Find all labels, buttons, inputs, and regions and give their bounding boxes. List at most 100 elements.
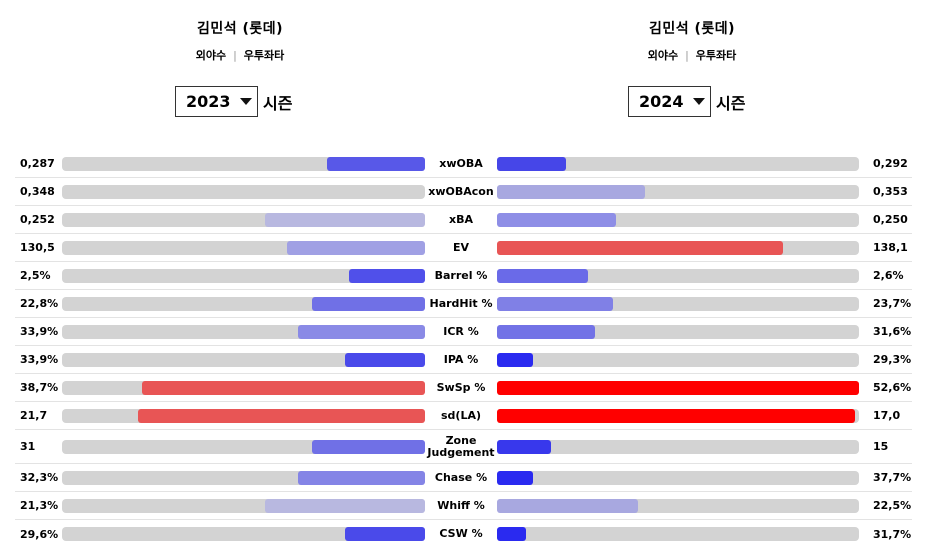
stat-row: 31 Zone Judgement 15 bbox=[15, 430, 912, 464]
stat-row: 0,287 xwOBA 0,292 bbox=[15, 150, 912, 178]
right-stat-bar-fill bbox=[497, 408, 856, 423]
left-stat-value: 130,5 bbox=[20, 241, 55, 254]
left-stat-bar-track bbox=[62, 527, 425, 541]
left-stat-bar-fill bbox=[327, 156, 425, 171]
stat-row: 33,9% IPA % 29,3% bbox=[15, 346, 912, 374]
right-stat-value: 22,5% bbox=[873, 499, 912, 512]
stat-label: Zone Judgement bbox=[427, 433, 495, 459]
left-stat-bar-fill bbox=[297, 324, 425, 339]
left-stat-value: 32,3% bbox=[20, 471, 59, 484]
left-stat-bar-fill bbox=[297, 470, 425, 485]
left-stat-value: 21,7 bbox=[20, 409, 48, 422]
right-stat-bar-track bbox=[497, 324, 859, 339]
info-divider: | bbox=[233, 49, 237, 62]
stat-row: 38,7% SwSp % 52,6% bbox=[15, 374, 912, 402]
right-stat-bar-track bbox=[497, 296, 859, 311]
right-stat-bar-fill bbox=[497, 380, 859, 395]
stat-row: 33,9% ICR % 31,6% bbox=[15, 318, 912, 346]
left-stat-bar-fill bbox=[138, 408, 425, 423]
left-stat-bar-fill bbox=[345, 352, 425, 367]
left-stat-bar-track bbox=[62, 184, 425, 199]
left-stat-bar-fill bbox=[348, 268, 425, 283]
right-stat-bar-fill bbox=[497, 268, 588, 283]
right-stat-bar-fill bbox=[497, 470, 534, 485]
left-stat-value: 2,5% bbox=[20, 269, 51, 282]
left-stat-bar-track bbox=[62, 324, 425, 339]
left-stat-bar-track bbox=[62, 240, 425, 255]
left-stat-bar-track bbox=[62, 268, 425, 283]
stat-row: 29,6% CSW % 31,7% bbox=[15, 520, 912, 548]
stat-label: HardHit % bbox=[429, 296, 493, 310]
right-stat-bar-fill bbox=[497, 296, 613, 311]
right-stat-value: 23,7% bbox=[873, 297, 912, 310]
stat-label: Chase % bbox=[434, 470, 488, 484]
season-label: 시즌 bbox=[263, 93, 293, 113]
caret-down-icon bbox=[692, 98, 705, 105]
player-position: 외야수 bbox=[195, 49, 227, 62]
right-stat-bar-track bbox=[497, 156, 859, 171]
right-stat-bar-track bbox=[497, 408, 859, 423]
stat-label: SwSp % bbox=[436, 380, 486, 394]
left-stat-bar-fill bbox=[265, 498, 425, 513]
right-stat-bar-track bbox=[497, 212, 859, 227]
left-stat-bar-track bbox=[62, 380, 425, 395]
left-stat-bar-track bbox=[62, 212, 425, 227]
right-stat-bar-track bbox=[497, 439, 859, 454]
stat-label: Whiff % bbox=[437, 498, 485, 512]
right-stat-bar-fill bbox=[497, 212, 617, 227]
right-stat-value: 0,292 bbox=[873, 157, 908, 170]
right-stat-value: 31,7% bbox=[873, 527, 912, 541]
left-stat-value: 38,7% bbox=[20, 381, 59, 394]
stat-label: xwOBAcon bbox=[428, 184, 494, 198]
stat-label: Barrel % bbox=[434, 268, 488, 282]
right-stat-bar-fill bbox=[497, 240, 783, 255]
stat-label: xBA bbox=[449, 212, 473, 226]
left-stat-bar-track bbox=[62, 439, 425, 454]
player-position: 외야수 bbox=[647, 49, 679, 62]
left-stat-bar-fill bbox=[345, 527, 425, 541]
stat-row: 21,3% Whiff % 22,5% bbox=[15, 492, 912, 520]
left-stat-value: 31 bbox=[20, 440, 36, 453]
left-stat-value: 21,3% bbox=[20, 499, 59, 512]
season-selector-right: 2024 시즌 bbox=[628, 86, 745, 117]
stat-row: 21,7 sd(LA) 17,0 bbox=[15, 402, 912, 430]
left-stat-bar-fill bbox=[312, 296, 425, 311]
left-stat-value: 33,9% bbox=[20, 353, 59, 366]
left-stat-bar-fill bbox=[265, 212, 425, 227]
left-stat-bar-track bbox=[62, 498, 425, 513]
stat-row: 130,5 EV 138,1 bbox=[15, 234, 912, 262]
right-stat-value: 0,353 bbox=[873, 185, 908, 198]
right-stat-bar-track bbox=[497, 352, 859, 367]
left-stat-value: 0,348 bbox=[20, 185, 55, 198]
right-stat-value: 17,0 bbox=[873, 409, 901, 422]
left-stat-value: 22,8% bbox=[20, 297, 59, 310]
season-dropdown[interactable]: 2024 bbox=[628, 86, 711, 117]
stat-row: 22,8% HardHit % 23,7% bbox=[15, 290, 912, 318]
right-stat-bar-fill bbox=[497, 184, 646, 199]
right-stat-bar-fill bbox=[497, 156, 566, 171]
stat-label: sd(LA) bbox=[441, 408, 481, 422]
right-stat-bar-track bbox=[497, 240, 859, 255]
player-header-left: 김민석 (롯데) 외야수 | 우투좌타 bbox=[90, 18, 390, 63]
right-stat-value: 2,6% bbox=[873, 269, 904, 282]
right-stat-bar-fill bbox=[497, 439, 552, 454]
player-name: 김민석 (롯데) bbox=[196, 21, 284, 37]
left-stat-value: 0,287 bbox=[20, 157, 55, 170]
left-stat-bar-track bbox=[62, 156, 425, 171]
right-stat-value: 29,3% bbox=[873, 353, 912, 366]
right-stat-bar-track bbox=[497, 380, 859, 395]
stat-label: CSW % bbox=[439, 527, 483, 540]
player-info: 외야수 | 우투좌타 bbox=[542, 47, 842, 63]
stat-label: ICR % bbox=[443, 324, 479, 338]
right-stat-bar-fill bbox=[497, 527, 526, 541]
right-stat-bar-track bbox=[497, 498, 859, 513]
right-stat-bar-track bbox=[497, 268, 859, 283]
right-stat-value: 31,6% bbox=[873, 325, 912, 338]
left-stat-value: 29,6% bbox=[20, 527, 59, 541]
right-stat-bar-fill bbox=[497, 352, 534, 367]
right-stat-value: 37,7% bbox=[873, 471, 912, 484]
left-stat-bar-track bbox=[62, 296, 425, 311]
season-dropdown[interactable]: 2023 bbox=[175, 86, 258, 117]
left-stat-bar-track bbox=[62, 352, 425, 367]
stat-row: 0,252 xBA 0,250 bbox=[15, 206, 912, 234]
